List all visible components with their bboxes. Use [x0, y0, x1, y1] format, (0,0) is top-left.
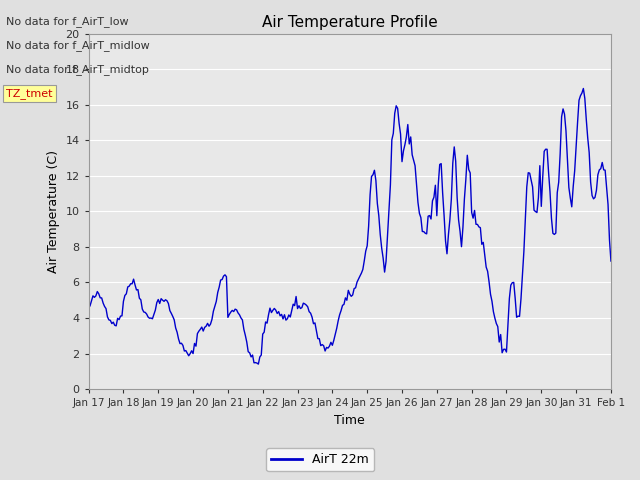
Text: TZ_tmet: TZ_tmet — [6, 88, 53, 99]
X-axis label: Time: Time — [334, 414, 365, 427]
Title: Air Temperature Profile: Air Temperature Profile — [262, 15, 438, 30]
Legend: AirT 22m: AirT 22m — [266, 448, 374, 471]
Y-axis label: Air Temperature (C): Air Temperature (C) — [47, 150, 60, 273]
Text: No data for f_AirT_low: No data for f_AirT_low — [6, 16, 129, 27]
Text: No data for f_AirT_midtop: No data for f_AirT_midtop — [6, 64, 149, 75]
Text: No data for f_AirT_midlow: No data for f_AirT_midlow — [6, 40, 150, 51]
